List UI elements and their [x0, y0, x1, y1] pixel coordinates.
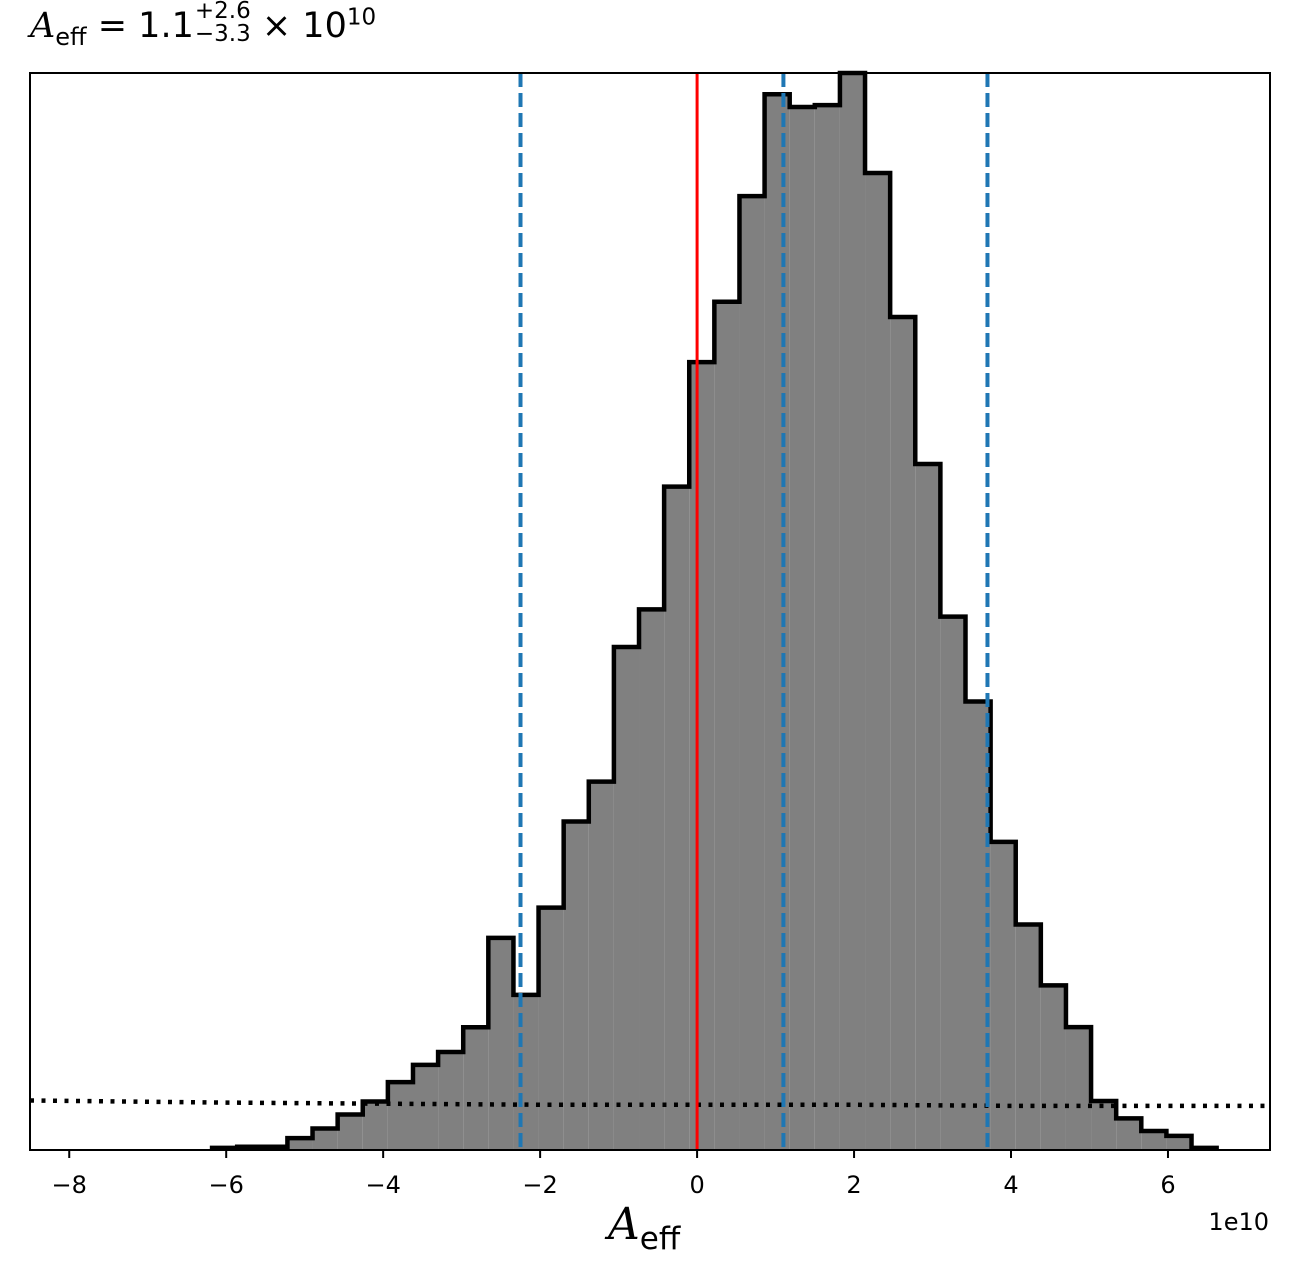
histogram-bar: [463, 1027, 489, 1150]
title-lower-error: −3.3: [194, 21, 251, 47]
histogram-bar: [1116, 1118, 1142, 1150]
histogram-bar: [588, 781, 614, 1150]
histogram-bar: [839, 73, 866, 1150]
histogram-bar: [990, 841, 1016, 1150]
histogram-outline: [209, 70, 1219, 1151]
x-tick-label: −4: [365, 1171, 400, 1199]
title-exponent: 10: [346, 4, 377, 31]
histogram-bar: [412, 1064, 439, 1150]
histogram-bar: [1040, 985, 1066, 1150]
title-value: = 1.1: [97, 6, 194, 46]
histogram-bar: [337, 1114, 363, 1150]
histogram-bar: [639, 609, 665, 1150]
histogram-bars: [209, 70, 1219, 1151]
histogram-bar: [538, 907, 564, 1150]
x-tick-label: −6: [209, 1171, 244, 1199]
histogram-bar: [865, 173, 891, 1151]
xlabel-symbol: A: [608, 1199, 640, 1250]
histogram-bar: [739, 196, 765, 1151]
x-axis-offset-label: 1e10: [1208, 1208, 1269, 1236]
histogram-bar: [387, 1082, 413, 1150]
histogram-bar: [714, 301, 740, 1151]
histogram-bar: [789, 107, 815, 1150]
histogram-bar: [940, 616, 966, 1150]
x-tick-label: −2: [522, 1171, 557, 1199]
histogram-bar: [287, 1138, 313, 1150]
histogram-bar: [613, 647, 640, 1150]
histogram-bar: [814, 105, 840, 1150]
axes-frame: [29, 72, 1271, 1151]
histogram-bar: [1015, 924, 1041, 1150]
x-tick-label: 2: [846, 1171, 861, 1199]
reference-lines: [518, 73, 990, 1150]
histogram-bar: [689, 362, 715, 1151]
title-symbol: A: [30, 6, 56, 46]
chart-title: Aeff = 1.1 +2.6 −3.3 × 1010: [30, 0, 377, 51]
histogram-bar: [488, 937, 514, 1150]
histogram-bar: [513, 994, 539, 1150]
histogram-bar: [915, 464, 941, 1150]
histogram-bar: [438, 1051, 464, 1150]
histogram-bar: [1091, 1100, 1117, 1150]
title-subscript: eff: [55, 23, 87, 51]
xlabel-subscript: eff: [639, 1221, 681, 1257]
x-tick-label: 6: [1160, 1171, 1175, 1199]
histogram-bar: [563, 821, 589, 1150]
histogram-bar: [1166, 1135, 1192, 1150]
x-axis-label: Aeff: [608, 1203, 680, 1255]
x-tick-label: 0: [689, 1171, 704, 1199]
histogram-bar: [362, 1101, 388, 1150]
histogram-bar: [890, 317, 916, 1150]
histogram-bar: [764, 94, 790, 1150]
title-errors: +2.6 −3.3: [195, 0, 251, 46]
x-axis-ticks: −8 −6 −4 −2 0 2 4 6: [52, 1150, 1176, 1199]
x-tick-label: 4: [1003, 1171, 1018, 1199]
histogram-bar: [1065, 1027, 1092, 1150]
title-upper-error: +2.6: [194, 0, 251, 24]
x-tick-label: −8: [52, 1171, 87, 1199]
title-times: × 10: [261, 6, 347, 46]
histogram-bar: [664, 486, 690, 1150]
histogram-bar: [1141, 1131, 1167, 1150]
histogram-bar: [312, 1128, 338, 1150]
